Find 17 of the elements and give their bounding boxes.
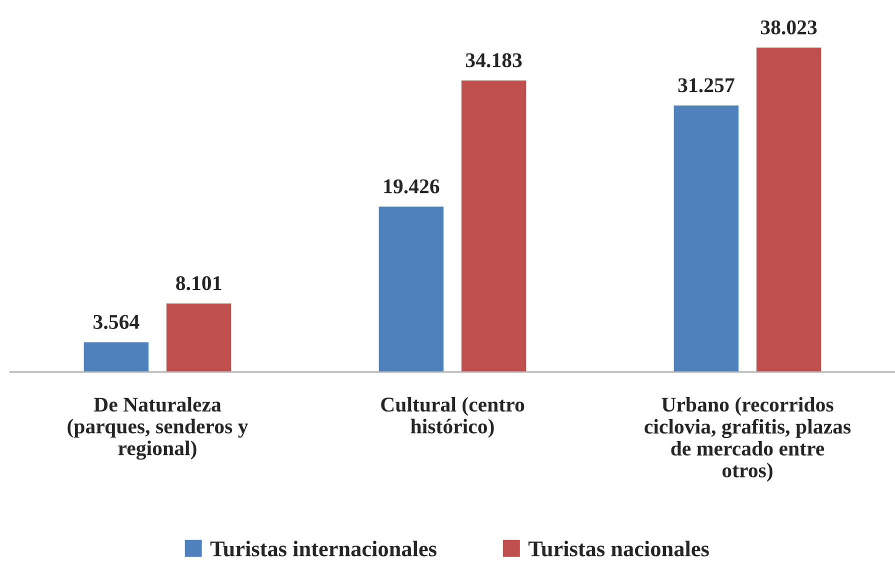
data-label: 19.426 (384, 179, 440, 194)
bar (165, 302, 233, 372)
x-tick-label: Urbano (recorridos ciclovia, grafitis, plazas de mercado entre otros) (644, 397, 851, 482)
data-label: 38.023 (760, 20, 817, 35)
x-tick-label: Cultural (centro histórico) (381, 397, 524, 438)
x-tick-label: De Naturaleza (parques, senderos y regional) (68, 397, 248, 460)
data-label: 31.257 (678, 78, 734, 92)
legend-label: Turistas nacionales (528, 540, 709, 556)
data-label: 8.101 (176, 276, 222, 290)
data-label: 34.183 (466, 53, 522, 68)
bar (672, 104, 740, 372)
bar (460, 79, 528, 372)
legend-label: Turistas internacionales (210, 540, 436, 556)
data-label: 3.564 (94, 314, 140, 330)
bar (377, 205, 445, 372)
bar (82, 340, 150, 372)
bar (755, 46, 823, 372)
